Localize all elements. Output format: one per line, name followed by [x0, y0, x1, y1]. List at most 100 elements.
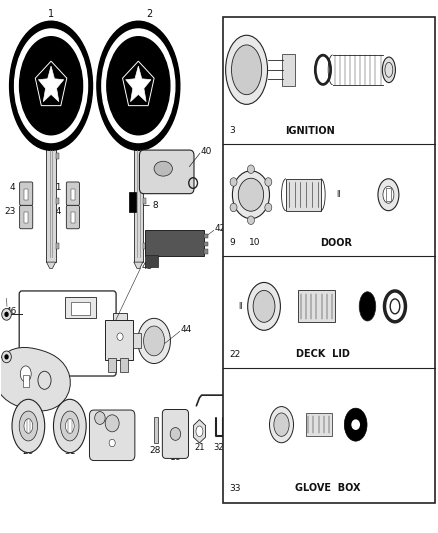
Text: 17: 17 [106, 454, 118, 463]
Ellipse shape [102, 29, 175, 142]
Bar [286, 179, 321, 211]
Text: IGNITION: IGNITION [285, 126, 335, 136]
Ellipse shape [269, 407, 293, 443]
Text: 42: 42 [215, 224, 226, 233]
Polygon shape [0, 348, 70, 411]
Bar [105, 320, 133, 360]
Bar [46, 145, 56, 262]
Circle shape [230, 177, 237, 186]
Ellipse shape [19, 411, 38, 441]
Ellipse shape [382, 57, 396, 83]
Text: 16: 16 [170, 454, 181, 463]
FancyBboxPatch shape [20, 205, 33, 229]
Text: 29: 29 [287, 443, 298, 452]
Circle shape [95, 411, 105, 424]
Bar [305, 413, 332, 437]
Bar [204, 241, 208, 246]
Bar [23, 375, 29, 387]
Text: 3: 3 [229, 126, 235, 135]
Polygon shape [126, 66, 151, 102]
Ellipse shape [226, 35, 268, 104]
Ellipse shape [274, 413, 289, 437]
Bar [283, 54, 295, 86]
Circle shape [230, 203, 237, 212]
Circle shape [117, 333, 123, 341]
Text: 9: 9 [229, 238, 235, 247]
Text: 22: 22 [229, 350, 240, 359]
Circle shape [351, 419, 360, 430]
Text: II: II [238, 302, 242, 311]
Bar [71, 212, 75, 223]
Circle shape [247, 165, 254, 173]
Circle shape [247, 216, 254, 224]
Bar [65, 297, 96, 318]
Text: 23: 23 [4, 207, 15, 216]
Text: II: II [336, 190, 340, 199]
Bar [145, 255, 158, 266]
Bar [143, 152, 146, 159]
Circle shape [265, 203, 272, 212]
FancyBboxPatch shape [66, 182, 79, 205]
Bar [27, 419, 30, 433]
Ellipse shape [154, 161, 173, 176]
Text: 4: 4 [10, 183, 15, 192]
Text: 46: 46 [5, 307, 17, 316]
Ellipse shape [60, 411, 79, 441]
Text: 45: 45 [141, 262, 153, 271]
Ellipse shape [196, 426, 203, 437]
Bar [133, 334, 141, 349]
Circle shape [265, 177, 272, 186]
Ellipse shape [107, 37, 170, 135]
Text: 33: 33 [229, 483, 240, 492]
Bar [113, 313, 127, 356]
Text: 20: 20 [23, 447, 34, 456]
Ellipse shape [97, 21, 180, 150]
Ellipse shape [53, 399, 86, 453]
Text: 11: 11 [50, 183, 62, 192]
Polygon shape [46, 262, 56, 269]
Text: DECK  LID: DECK LID [296, 349, 350, 359]
FancyBboxPatch shape [139, 150, 194, 193]
Bar [129, 192, 136, 212]
Text: 34: 34 [51, 207, 62, 216]
Bar [143, 198, 146, 204]
Text: 30: 30 [248, 443, 258, 452]
Text: 28: 28 [150, 447, 161, 456]
Bar [223, 17, 435, 503]
Ellipse shape [253, 290, 275, 322]
Ellipse shape [238, 178, 264, 211]
Ellipse shape [233, 171, 269, 219]
Circle shape [4, 354, 9, 360]
Circle shape [2, 351, 11, 363]
Bar [24, 189, 28, 199]
FancyBboxPatch shape [66, 205, 79, 229]
FancyBboxPatch shape [162, 409, 188, 458]
Ellipse shape [247, 282, 280, 330]
Ellipse shape [383, 186, 394, 203]
Ellipse shape [138, 318, 170, 364]
Text: 44: 44 [181, 325, 192, 334]
Text: 40: 40 [201, 147, 212, 156]
FancyBboxPatch shape [19, 291, 116, 376]
Ellipse shape [20, 366, 31, 382]
Ellipse shape [344, 408, 367, 441]
Text: GLOVE  BOX: GLOVE BOX [295, 483, 360, 493]
Bar [204, 249, 208, 254]
Bar [68, 419, 71, 433]
Circle shape [109, 439, 115, 447]
Text: DOOR: DOOR [320, 238, 352, 247]
Ellipse shape [12, 399, 45, 453]
Bar [71, 189, 75, 199]
Circle shape [4, 312, 9, 317]
Ellipse shape [359, 292, 376, 321]
Ellipse shape [20, 37, 83, 135]
Ellipse shape [144, 326, 165, 356]
Polygon shape [39, 66, 64, 102]
Bar [56, 198, 59, 204]
Text: 2: 2 [146, 9, 152, 19]
Bar [134, 145, 143, 262]
Text: 21: 21 [194, 443, 205, 452]
FancyBboxPatch shape [89, 410, 135, 461]
Text: 39: 39 [346, 382, 357, 391]
Text: 31: 31 [64, 447, 76, 456]
